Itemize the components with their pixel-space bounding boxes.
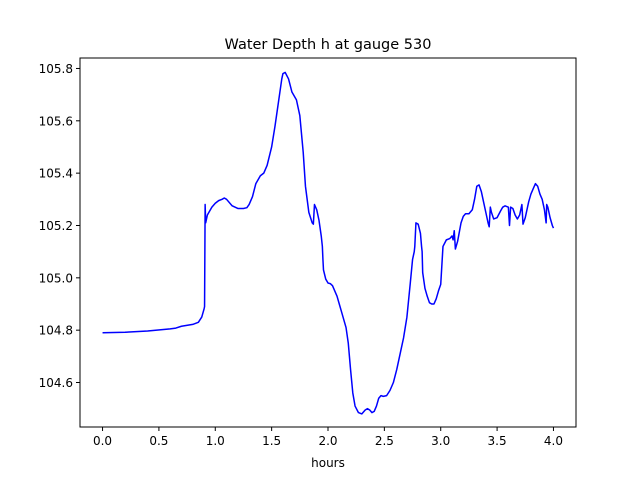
plot-area xyxy=(102,71,555,415)
x-tick-label: 3.0 xyxy=(431,434,450,448)
x-tick-label: 1.5 xyxy=(262,434,281,448)
x-tick-label: 3.5 xyxy=(488,434,507,448)
y-axis: 104.6 104.8 105.0 105.2 105.4 105.6 105.8 xyxy=(39,62,80,390)
x-axis-label: hours xyxy=(311,456,345,470)
x-axis: 0.0 0.5 1.0 1.5 2.0 2.5 3.0 3.5 4.0 xyxy=(93,427,563,448)
x-tick-label: 2.5 xyxy=(375,434,394,448)
x-tick-label: 4.0 xyxy=(544,434,563,448)
x-tick-label: 0.5 xyxy=(149,434,168,448)
y-tick-label: 104.8 xyxy=(39,324,73,338)
x-tick-label: 2.0 xyxy=(318,434,337,448)
x-tick-label: 1.0 xyxy=(206,434,225,448)
series-line xyxy=(102,71,555,415)
y-tick-label: 105.2 xyxy=(39,219,73,233)
x-tick-label: 0.0 xyxy=(93,434,112,448)
y-tick-label: 105.8 xyxy=(39,62,73,76)
y-tick-label: 104.6 xyxy=(39,376,73,390)
y-tick-label: 105.6 xyxy=(39,114,73,128)
chart-title: Water Depth h at gauge 530 xyxy=(225,37,432,53)
y-tick-label: 105.0 xyxy=(39,271,73,285)
y-tick-label: 105.4 xyxy=(39,167,73,181)
